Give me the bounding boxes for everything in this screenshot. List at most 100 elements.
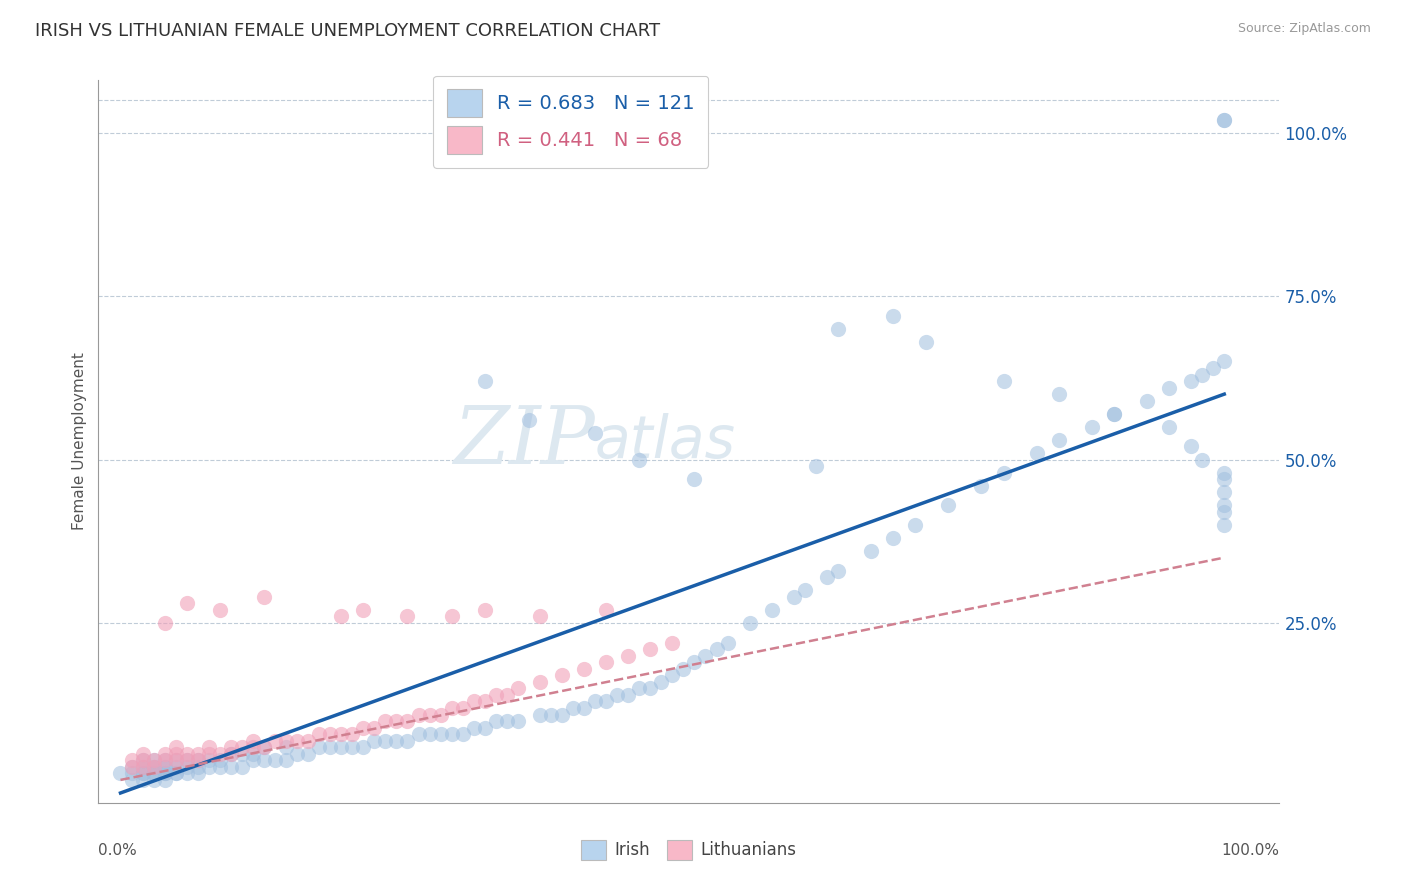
Point [562,701,585,715]
Point [352,603,374,617]
Point [451,701,474,715]
Legend: Irish, Lithuanians: Irish, Lithuanians [575,833,803,867]
Point [540,707,562,722]
Point [793,583,815,598]
Point [661,635,683,649]
Point [517,413,540,427]
Point [429,707,451,722]
Point [153,772,176,787]
Point [485,714,508,728]
Point [408,707,430,722]
Point [1180,374,1202,388]
Point [1213,112,1236,127]
Point [352,740,374,755]
Point [253,740,276,755]
Point [198,747,221,761]
Point [396,733,419,747]
Point [242,740,264,755]
Point [142,772,165,787]
Point [330,740,353,755]
Point [1047,433,1070,447]
Point [463,694,485,708]
Point [738,615,761,630]
Point [219,740,242,755]
Point [308,740,330,755]
Point [176,747,198,761]
Point [165,766,187,780]
Point [231,740,253,755]
Point [827,564,849,578]
Point [165,760,187,774]
Point [970,478,993,492]
Point [131,766,153,780]
Point [131,753,153,767]
Point [440,609,463,624]
Point [131,760,153,774]
Point [121,753,143,767]
Point [274,740,297,755]
Point [495,714,517,728]
Point [330,609,353,624]
Point [683,472,706,486]
Point [153,615,176,630]
Point [374,714,396,728]
Point [187,753,209,767]
Point [617,688,640,702]
Point [804,458,827,473]
Point [440,727,463,741]
Point [1047,387,1070,401]
Point [308,727,330,741]
Point [131,747,153,761]
Point [583,426,606,441]
Point [176,596,198,610]
Point [529,707,551,722]
Point [208,753,231,767]
Point [121,760,143,774]
Point [264,733,287,747]
Point [628,452,651,467]
Point [153,753,176,767]
Point [219,747,242,761]
Point [761,603,783,617]
Point [342,740,364,755]
Point [153,747,176,761]
Point [297,733,319,747]
Point [474,603,496,617]
Point [121,766,143,780]
Point [242,753,264,767]
Point [640,642,662,657]
Point [187,753,209,767]
Point [142,760,165,774]
Point [1213,485,1236,500]
Point [208,747,231,761]
Point [231,760,253,774]
Point [153,766,176,780]
Point [506,714,529,728]
Point [1213,517,1236,532]
Point [396,609,419,624]
Point [374,733,396,747]
Point [882,531,904,545]
Point [650,674,672,689]
Point [485,688,508,702]
Point [285,747,308,761]
Point [1213,498,1236,512]
Point [131,772,153,787]
Point [572,662,595,676]
Point [396,714,419,728]
Point [198,753,221,767]
Point [330,727,353,741]
Point [429,727,451,741]
Point [495,688,517,702]
Point [165,747,187,761]
Point [1213,354,1236,368]
Point [1102,407,1125,421]
Point [208,760,231,774]
Point [474,694,496,708]
Point [706,642,728,657]
Point [1213,472,1236,486]
Point [176,753,198,767]
Point [363,721,385,735]
Point [882,309,904,323]
Point [176,760,198,774]
